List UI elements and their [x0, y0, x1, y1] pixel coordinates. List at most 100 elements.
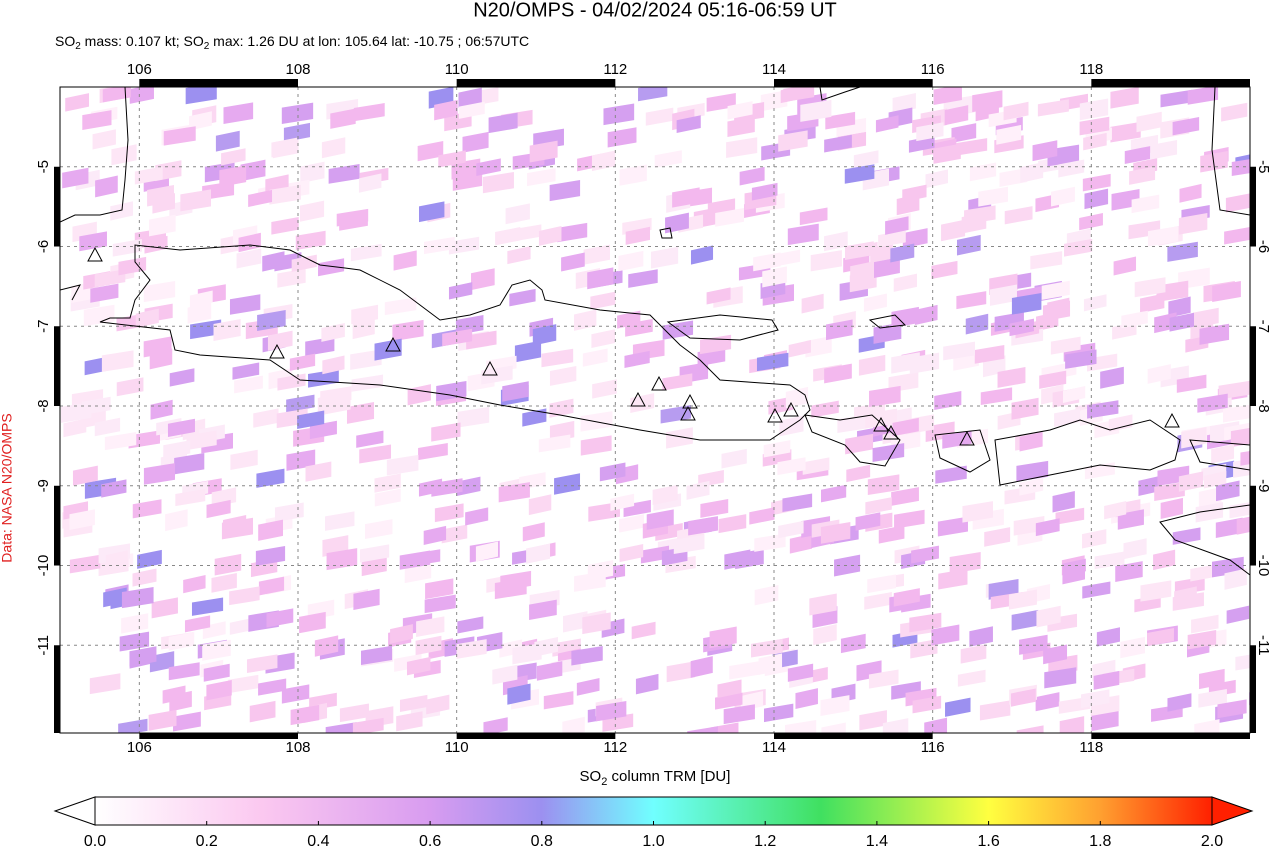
retrieval-pixel: [471, 268, 495, 291]
retrieval-pixel: [213, 319, 241, 342]
retrieval-pixel: [286, 449, 316, 471]
retrieval-pixel: [72, 465, 98, 486]
retrieval-pixel: [502, 381, 529, 402]
retrieval-pixel: [277, 268, 306, 288]
retrieval-pixel: [969, 626, 993, 647]
retrieval-pixel: [1011, 292, 1042, 315]
retrieval-pixel: [855, 512, 881, 531]
frame-bar: [54, 166, 60, 247]
retrieval-pixel: [890, 243, 915, 263]
retrieval-pixel: [137, 549, 162, 569]
frame-bar: [1250, 166, 1256, 247]
retrieval-pixel: [813, 624, 837, 646]
retrieval-pixel: [318, 258, 345, 277]
retrieval-pixel: [219, 165, 247, 188]
retrieval-pixel: [258, 678, 287, 696]
retrieval-pixel: [232, 362, 260, 380]
retrieval-pixel: [269, 184, 301, 205]
retrieval-pixel: [984, 527, 1011, 547]
subtitle-part: SO: [55, 33, 75, 49]
retrieval-pixel: [221, 148, 246, 166]
frame-bar: [774, 79, 933, 87]
retrieval-pixel: [778, 520, 804, 539]
retrieval-pixel: [457, 406, 490, 428]
retrieval-pixel: [191, 597, 224, 616]
y-tick-label-left: -5: [35, 160, 52, 173]
colorbar-over: [1211, 796, 1254, 826]
retrieval-pixel: [582, 612, 611, 635]
retrieval-pixel: [723, 704, 755, 725]
coast-bali: [804, 414, 901, 467]
retrieval-pixel: [576, 678, 600, 696]
retrieval-pixel: [128, 430, 160, 449]
retrieval-pixel: [149, 214, 176, 237]
retrieval-pixel: [619, 514, 645, 533]
retrieval-pixel: [628, 269, 658, 288]
retrieval-pixel: [654, 150, 682, 168]
retrieval-pixel: [1123, 538, 1147, 560]
retrieval-pixel: [392, 319, 424, 342]
colorbar-tick-label: 0.6: [419, 833, 441, 850]
retrieval-pixel: [820, 484, 847, 503]
retrieval-pixel: [912, 695, 942, 714]
retrieval-pixel: [462, 131, 489, 153]
retrieval-pixel: [507, 683, 531, 705]
retrieval-pixel: [1221, 102, 1248, 122]
retrieval-pixel: [529, 599, 557, 620]
retrieval-pixel: [143, 281, 176, 303]
x-tick-label-bottom: 106: [127, 739, 152, 756]
retrieval-pixel: [406, 656, 431, 676]
retrieval-pixel: [933, 87, 962, 106]
volcano: [783, 401, 799, 417]
retrieval-pixel: [452, 170, 483, 191]
retrieval-pixel: [1160, 89, 1193, 108]
retrieval-pixel: [163, 126, 196, 146]
retrieval-pixel: [1094, 551, 1125, 570]
retrieval-pixel: [1153, 549, 1176, 571]
retrieval-pixel: [1181, 427, 1207, 449]
retrieval-pixel: [1062, 386, 1086, 404]
retrieval-pixel: [573, 309, 597, 331]
retrieval-pixel: [1131, 194, 1160, 214]
axes: 106 106 108 108 110 110 112 112 114 114 116 116 118 1…: [35, 61, 1272, 756]
coast-islets: [659, 227, 907, 329]
retrieval-pixel: [132, 499, 162, 519]
retrieval-pixel: [465, 507, 489, 526]
retrieval-pixel: [1003, 101, 1029, 121]
retrieval-pixel: [1082, 581, 1111, 599]
retrieval-pixel: [351, 374, 384, 392]
retrieval-pixel: [820, 695, 850, 716]
retrieval-pixel: [1172, 117, 1200, 136]
coast-madura: [666, 314, 779, 341]
retrieval-pixel: [129, 646, 157, 667]
volcano: [651, 375, 667, 391]
retrieval-pixel: [754, 584, 779, 606]
retrieval-pixel: [1087, 400, 1119, 419]
retrieval-pixel: [305, 461, 332, 482]
retrieval-pixel: [184, 615, 211, 633]
retrieval-pixel: [739, 166, 765, 186]
retrieval-pixel: [1011, 609, 1039, 631]
retrieval-pixel: [706, 287, 731, 305]
retrieval-pixel: [688, 516, 718, 536]
retrieval-pixel: [1104, 501, 1127, 520]
retrieval-pixel: [152, 193, 176, 214]
retrieval-pixel: [1110, 121, 1141, 143]
retrieval-pixel: [751, 182, 778, 201]
retrieval-pixel: [911, 545, 939, 564]
retrieval-pixel: [346, 402, 375, 424]
retrieval-pixel: [908, 135, 935, 153]
retrieval-pixel: [169, 368, 195, 387]
retrieval-pixel: [853, 150, 879, 168]
retrieval-pixel: [754, 533, 786, 552]
retrieval-pixel: [289, 353, 316, 371]
subtitle-part: max: 1.26 DU at lon: 105.64 lat: -10.75 …: [209, 33, 529, 49]
retrieval-pixel: [257, 310, 286, 331]
retrieval-pixel: [102, 87, 131, 103]
retrieval-pixel: [364, 519, 393, 540]
retrieval-pixel: [229, 617, 254, 635]
retrieval-pixel: [1198, 688, 1227, 708]
retrieval-pixel: [458, 87, 482, 108]
retrieval-pixel: [488, 112, 518, 134]
retrieval-pixel: [248, 189, 273, 208]
